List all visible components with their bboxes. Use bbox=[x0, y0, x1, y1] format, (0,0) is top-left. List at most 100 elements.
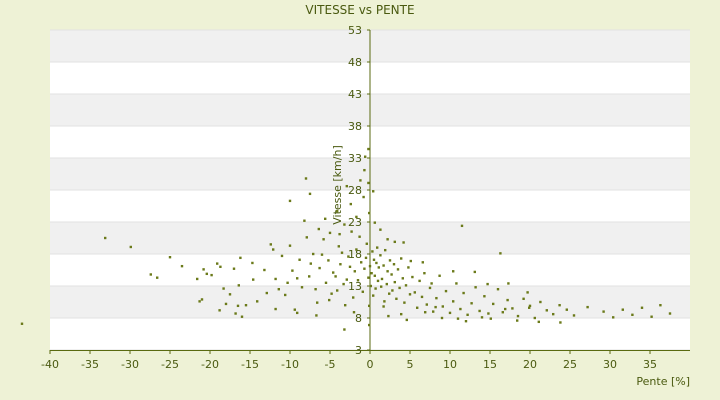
data-point bbox=[559, 321, 562, 324]
y-tick-label: 38 bbox=[348, 120, 362, 133]
data-point bbox=[291, 269, 294, 272]
x-tick-label: 10 bbox=[443, 358, 457, 371]
data-point bbox=[277, 288, 280, 291]
data-point bbox=[444, 289, 448, 293]
data-point bbox=[361, 290, 364, 293]
data-point bbox=[631, 313, 634, 316]
data-point bbox=[438, 274, 441, 277]
data-point bbox=[440, 316, 444, 320]
data-point bbox=[621, 308, 624, 311]
data-point bbox=[363, 168, 366, 172]
data-point bbox=[373, 274, 376, 277]
data-point bbox=[296, 311, 299, 315]
data-point bbox=[251, 261, 254, 265]
data-point bbox=[425, 303, 428, 306]
data-point bbox=[386, 270, 389, 273]
data-point bbox=[383, 300, 386, 303]
data-point bbox=[395, 297, 398, 300]
data-point bbox=[352, 311, 356, 314]
x-tick-label: 20 bbox=[523, 358, 537, 371]
data-point bbox=[345, 278, 348, 281]
data-point bbox=[382, 264, 385, 267]
data-point bbox=[376, 279, 380, 283]
data-point bbox=[149, 273, 152, 276]
data-point bbox=[401, 277, 404, 280]
x-tick-label: 30 bbox=[603, 358, 617, 371]
data-point bbox=[327, 259, 330, 262]
x-tick-label: 25 bbox=[563, 358, 577, 371]
y-tick-label: 43 bbox=[348, 88, 362, 101]
y-tick-label: 23 bbox=[348, 216, 362, 229]
data-point bbox=[322, 238, 325, 241]
data-point bbox=[403, 301, 406, 304]
data-point bbox=[400, 312, 403, 316]
data-point bbox=[252, 278, 255, 281]
data-point bbox=[324, 281, 328, 284]
chart-title: VITESSE vs PENTE bbox=[305, 3, 414, 17]
data-point bbox=[324, 217, 327, 220]
data-point bbox=[380, 285, 383, 288]
data-point bbox=[428, 286, 432, 290]
data-point bbox=[404, 284, 408, 287]
data-point bbox=[232, 267, 236, 270]
data-point bbox=[507, 282, 510, 285]
data-point bbox=[487, 312, 490, 315]
data-point bbox=[372, 190, 375, 193]
data-point bbox=[423, 272, 426, 275]
x-tick-label: -35 bbox=[81, 358, 99, 371]
data-point bbox=[205, 272, 208, 276]
data-point bbox=[308, 192, 312, 196]
data-point bbox=[501, 311, 504, 314]
data-point bbox=[328, 231, 332, 235]
data-point bbox=[522, 297, 525, 300]
data-point bbox=[305, 236, 308, 239]
data-point bbox=[360, 261, 363, 264]
data-point bbox=[180, 264, 184, 268]
data-point bbox=[367, 181, 370, 185]
data-point bbox=[368, 304, 371, 308]
data-point bbox=[364, 155, 367, 158]
data-point bbox=[432, 310, 435, 313]
data-point bbox=[343, 328, 346, 331]
data-point bbox=[528, 304, 532, 308]
data-point bbox=[368, 264, 372, 268]
data-point bbox=[224, 302, 228, 306]
data-point bbox=[379, 228, 382, 231]
data-point bbox=[459, 307, 462, 311]
data-point bbox=[466, 313, 469, 316]
data-point bbox=[371, 250, 374, 253]
data-point bbox=[370, 272, 373, 275]
data-point bbox=[364, 256, 368, 260]
data-point bbox=[434, 305, 437, 309]
data-point bbox=[20, 322, 24, 325]
data-point bbox=[565, 308, 568, 311]
data-point bbox=[362, 195, 365, 199]
x-tick-label: -10 bbox=[281, 358, 299, 371]
x-tick-label: -30 bbox=[121, 358, 139, 371]
data-point bbox=[539, 300, 542, 304]
x-tick-label: 35 bbox=[643, 358, 657, 371]
data-point bbox=[372, 258, 376, 261]
data-point bbox=[650, 315, 653, 318]
data-point bbox=[456, 317, 460, 320]
data-point bbox=[104, 236, 107, 240]
data-point bbox=[380, 277, 384, 281]
axes bbox=[49, 29, 690, 354]
data-point bbox=[352, 296, 355, 299]
data-point bbox=[339, 263, 342, 266]
data-point bbox=[496, 288, 500, 291]
data-point bbox=[659, 304, 662, 307]
data-point bbox=[274, 307, 277, 311]
data-point bbox=[418, 279, 421, 283]
data-point bbox=[358, 235, 361, 238]
data-point bbox=[368, 323, 371, 327]
data-point bbox=[309, 262, 312, 265]
data-point bbox=[470, 302, 473, 305]
data-point bbox=[196, 277, 199, 281]
data-point bbox=[308, 275, 311, 278]
data-point bbox=[393, 280, 396, 284]
data-point bbox=[390, 273, 393, 276]
data-point bbox=[315, 314, 318, 317]
data-point bbox=[343, 223, 346, 226]
data-point bbox=[293, 308, 296, 311]
